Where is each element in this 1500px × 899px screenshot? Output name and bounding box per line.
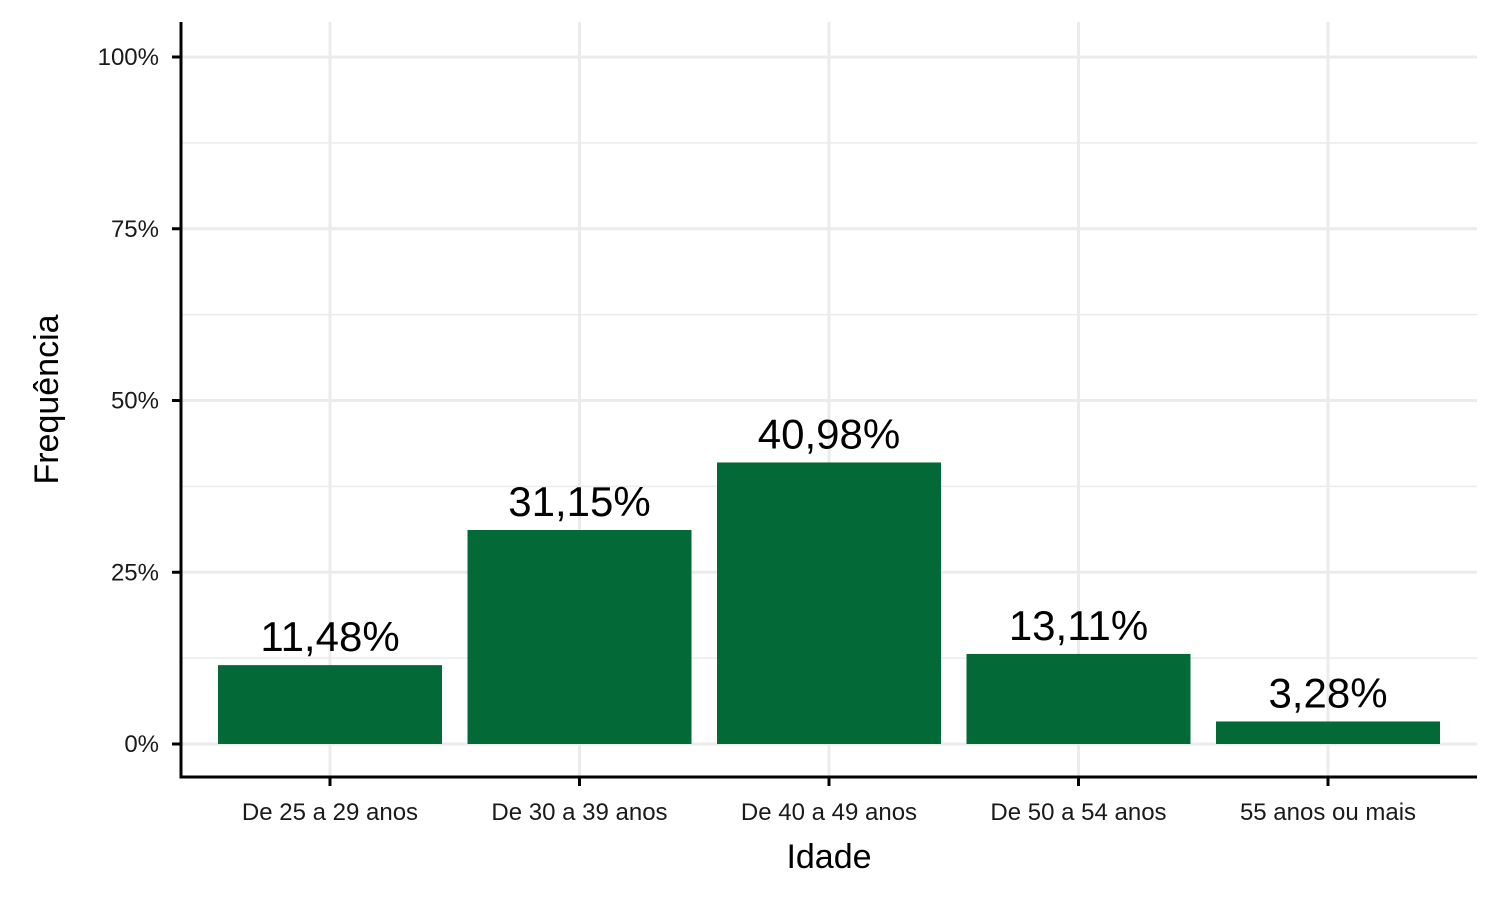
y-axis-title: Frequência <box>28 314 66 484</box>
y-tick-label: 50% <box>111 388 159 415</box>
data-label: 31,15% <box>508 478 650 525</box>
y-tick-label: 100% <box>98 44 159 71</box>
x-axis-title: Idade <box>786 838 871 876</box>
x-tick-label: De 50 a 54 anos <box>990 799 1166 826</box>
y-tick-label: 75% <box>111 216 159 243</box>
y-axis-ticks: 0% 25% 50% 75% 100% <box>98 44 181 758</box>
x-tick-label: De 25 a 29 anos <box>242 799 418 826</box>
y-tick-label: 0% <box>124 731 159 758</box>
data-label: 3,28% <box>1268 669 1387 716</box>
x-axis-ticks: De 25 a 29 anos De 30 a 39 anos De 40 a 49… <box>242 777 1416 826</box>
bar <box>717 462 941 744</box>
x-tick-label: 55 anos ou mais <box>1240 799 1416 826</box>
data-label: 13,11% <box>1009 602 1148 649</box>
x-tick-label: De 40 a 49 anos <box>741 799 917 826</box>
bar <box>966 653 1191 744</box>
bar <box>1216 721 1440 744</box>
data-labels: 11,48% 31,15% 40,98% 13,11% 3,28% <box>260 410 1387 716</box>
y-tick-label: 25% <box>111 559 159 586</box>
x-tick-label: De 30 a 39 anos <box>491 799 667 826</box>
bars <box>218 462 1440 744</box>
data-label: 11,48% <box>260 613 399 660</box>
bar <box>218 665 442 744</box>
bar <box>467 529 692 744</box>
data-label: 40,98% <box>758 410 900 457</box>
